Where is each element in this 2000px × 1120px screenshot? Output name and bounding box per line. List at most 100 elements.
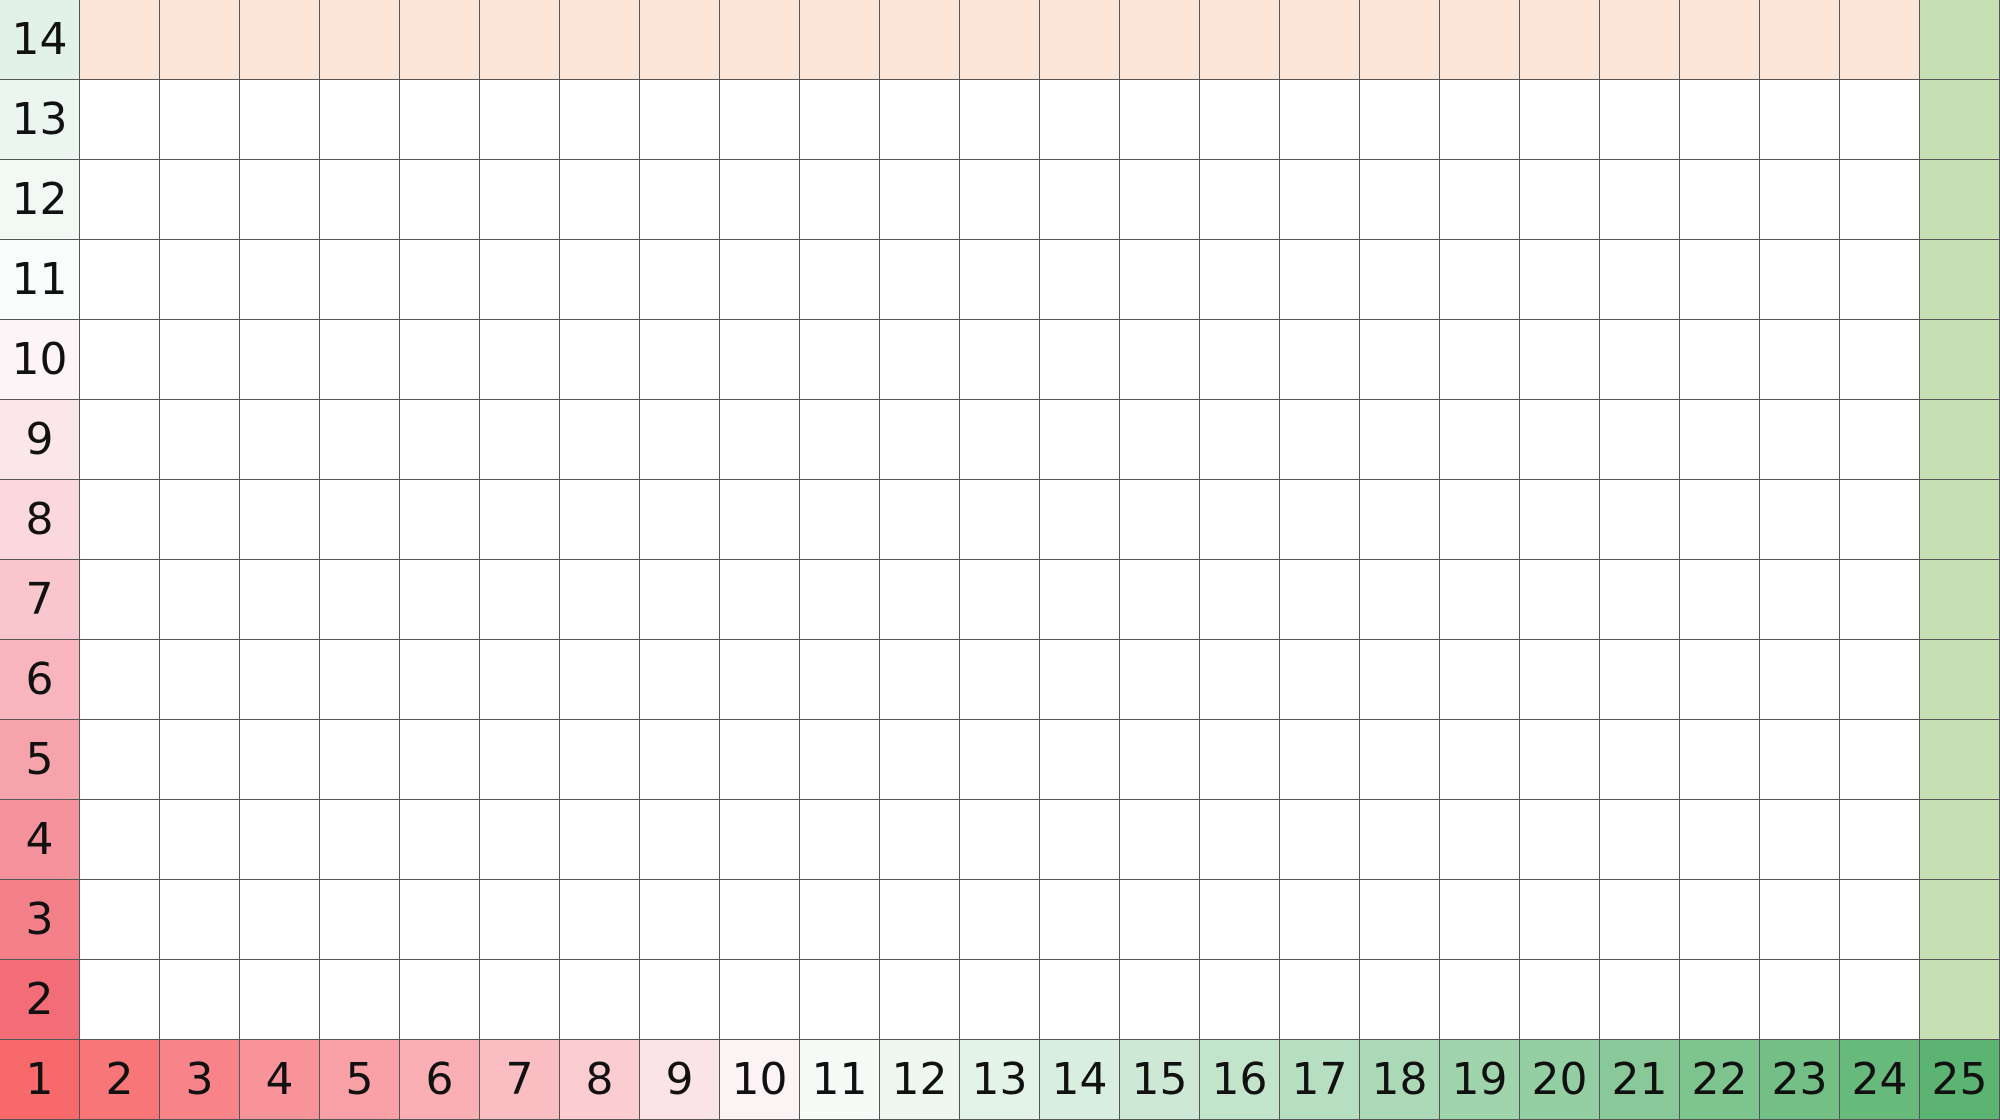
grid-cell — [1840, 880, 1920, 960]
column-label-10: 10 — [720, 1040, 800, 1120]
grid-cell — [1520, 480, 1600, 560]
grid-cell — [800, 160, 880, 240]
grid-cell — [1600, 880, 1680, 960]
grid-cell — [1520, 80, 1600, 160]
grid-cell — [320, 560, 400, 640]
grid-cell — [320, 80, 400, 160]
grid-cell — [960, 480, 1040, 560]
grid-cell — [1440, 960, 1520, 1040]
grid-cell — [1920, 0, 2000, 80]
grid-cell — [1520, 960, 1600, 1040]
grid-cell — [1600, 400, 1680, 480]
grid-cell — [1520, 160, 1600, 240]
grid-cell — [960, 160, 1040, 240]
grid-cell — [1040, 720, 1120, 800]
grid-cell — [880, 80, 960, 160]
grid-cell — [320, 800, 400, 880]
grid-cell — [1520, 880, 1600, 960]
grid-cell — [800, 480, 880, 560]
grid-cell — [1680, 0, 1760, 80]
grid-cell — [960, 0, 1040, 80]
row-label-9: 9 — [0, 400, 80, 480]
grid-cell — [800, 400, 880, 480]
grid-cell — [1200, 720, 1280, 800]
grid-cell — [400, 320, 480, 400]
grid-cell — [400, 960, 480, 1040]
column-label-5: 5 — [320, 1040, 400, 1120]
column-label-23: 23 — [1760, 1040, 1840, 1120]
grid-cell — [400, 800, 480, 880]
grid-cell — [1920, 800, 2000, 880]
grid-cell — [1200, 480, 1280, 560]
grid-cell — [1120, 400, 1200, 480]
grid-cell — [960, 800, 1040, 880]
grid-cell — [1440, 320, 1520, 400]
grid-cell — [720, 640, 800, 720]
grid-cell — [1200, 80, 1280, 160]
grid-cell — [880, 880, 960, 960]
column-label-15: 15 — [1120, 1040, 1200, 1120]
grid-cell — [1680, 960, 1760, 1040]
grid-cell — [1440, 560, 1520, 640]
column-label-7: 7 — [480, 1040, 560, 1120]
grid-cell — [1040, 640, 1120, 720]
column-label-16: 16 — [1200, 1040, 1280, 1120]
grid-cell — [800, 640, 880, 720]
grid-cell — [1440, 240, 1520, 320]
grid-cell — [320, 0, 400, 80]
grid-cell — [1440, 0, 1520, 80]
column-label-13: 13 — [960, 1040, 1040, 1120]
grid-cell — [1360, 960, 1440, 1040]
grid-cell — [240, 240, 320, 320]
grid-cell — [1680, 240, 1760, 320]
grid-cell — [1360, 560, 1440, 640]
grid-cell — [720, 800, 800, 880]
row-label-4: 4 — [0, 800, 80, 880]
grid-cell — [1760, 480, 1840, 560]
grid-cell — [1600, 320, 1680, 400]
grid-cell — [1360, 240, 1440, 320]
grid-cell — [1040, 880, 1120, 960]
grid-cell — [400, 880, 480, 960]
grid-cell — [640, 720, 720, 800]
grid-cell — [1600, 640, 1680, 720]
grid-cell — [960, 880, 1040, 960]
grid-cell — [800, 960, 880, 1040]
grid-cell — [240, 320, 320, 400]
grid-cell — [480, 800, 560, 880]
grid-cell — [720, 240, 800, 320]
grid-cell — [160, 320, 240, 400]
grid-cell — [1680, 480, 1760, 560]
grid-cell — [1440, 480, 1520, 560]
grid-cell — [1200, 560, 1280, 640]
grid-cell — [400, 640, 480, 720]
grid-cell — [880, 400, 960, 480]
grid-cell — [320, 400, 400, 480]
grid-cell — [240, 80, 320, 160]
grid-cell — [1840, 400, 1920, 480]
grid-cell — [1120, 320, 1200, 400]
grid-cell — [1280, 800, 1360, 880]
grid-cell — [240, 880, 320, 960]
grid-cell — [640, 320, 720, 400]
grid-cell — [720, 880, 800, 960]
grid-cell — [1600, 720, 1680, 800]
grid-cell — [1840, 560, 1920, 640]
grid-cell — [880, 160, 960, 240]
grid-cell — [1360, 720, 1440, 800]
grid-cell — [80, 400, 160, 480]
grid-cell — [880, 720, 960, 800]
row-label-11: 11 — [0, 240, 80, 320]
grid-cell — [240, 480, 320, 560]
grid-cell — [1200, 240, 1280, 320]
grid-cell — [160, 240, 240, 320]
grid-cell — [1280, 320, 1360, 400]
grid-cell — [80, 640, 160, 720]
column-label-3: 3 — [160, 1040, 240, 1120]
grid-cell — [80, 480, 160, 560]
grid-cell — [720, 400, 800, 480]
column-label-24: 24 — [1840, 1040, 1920, 1120]
grid-cell — [1920, 720, 2000, 800]
grid-cell — [560, 480, 640, 560]
